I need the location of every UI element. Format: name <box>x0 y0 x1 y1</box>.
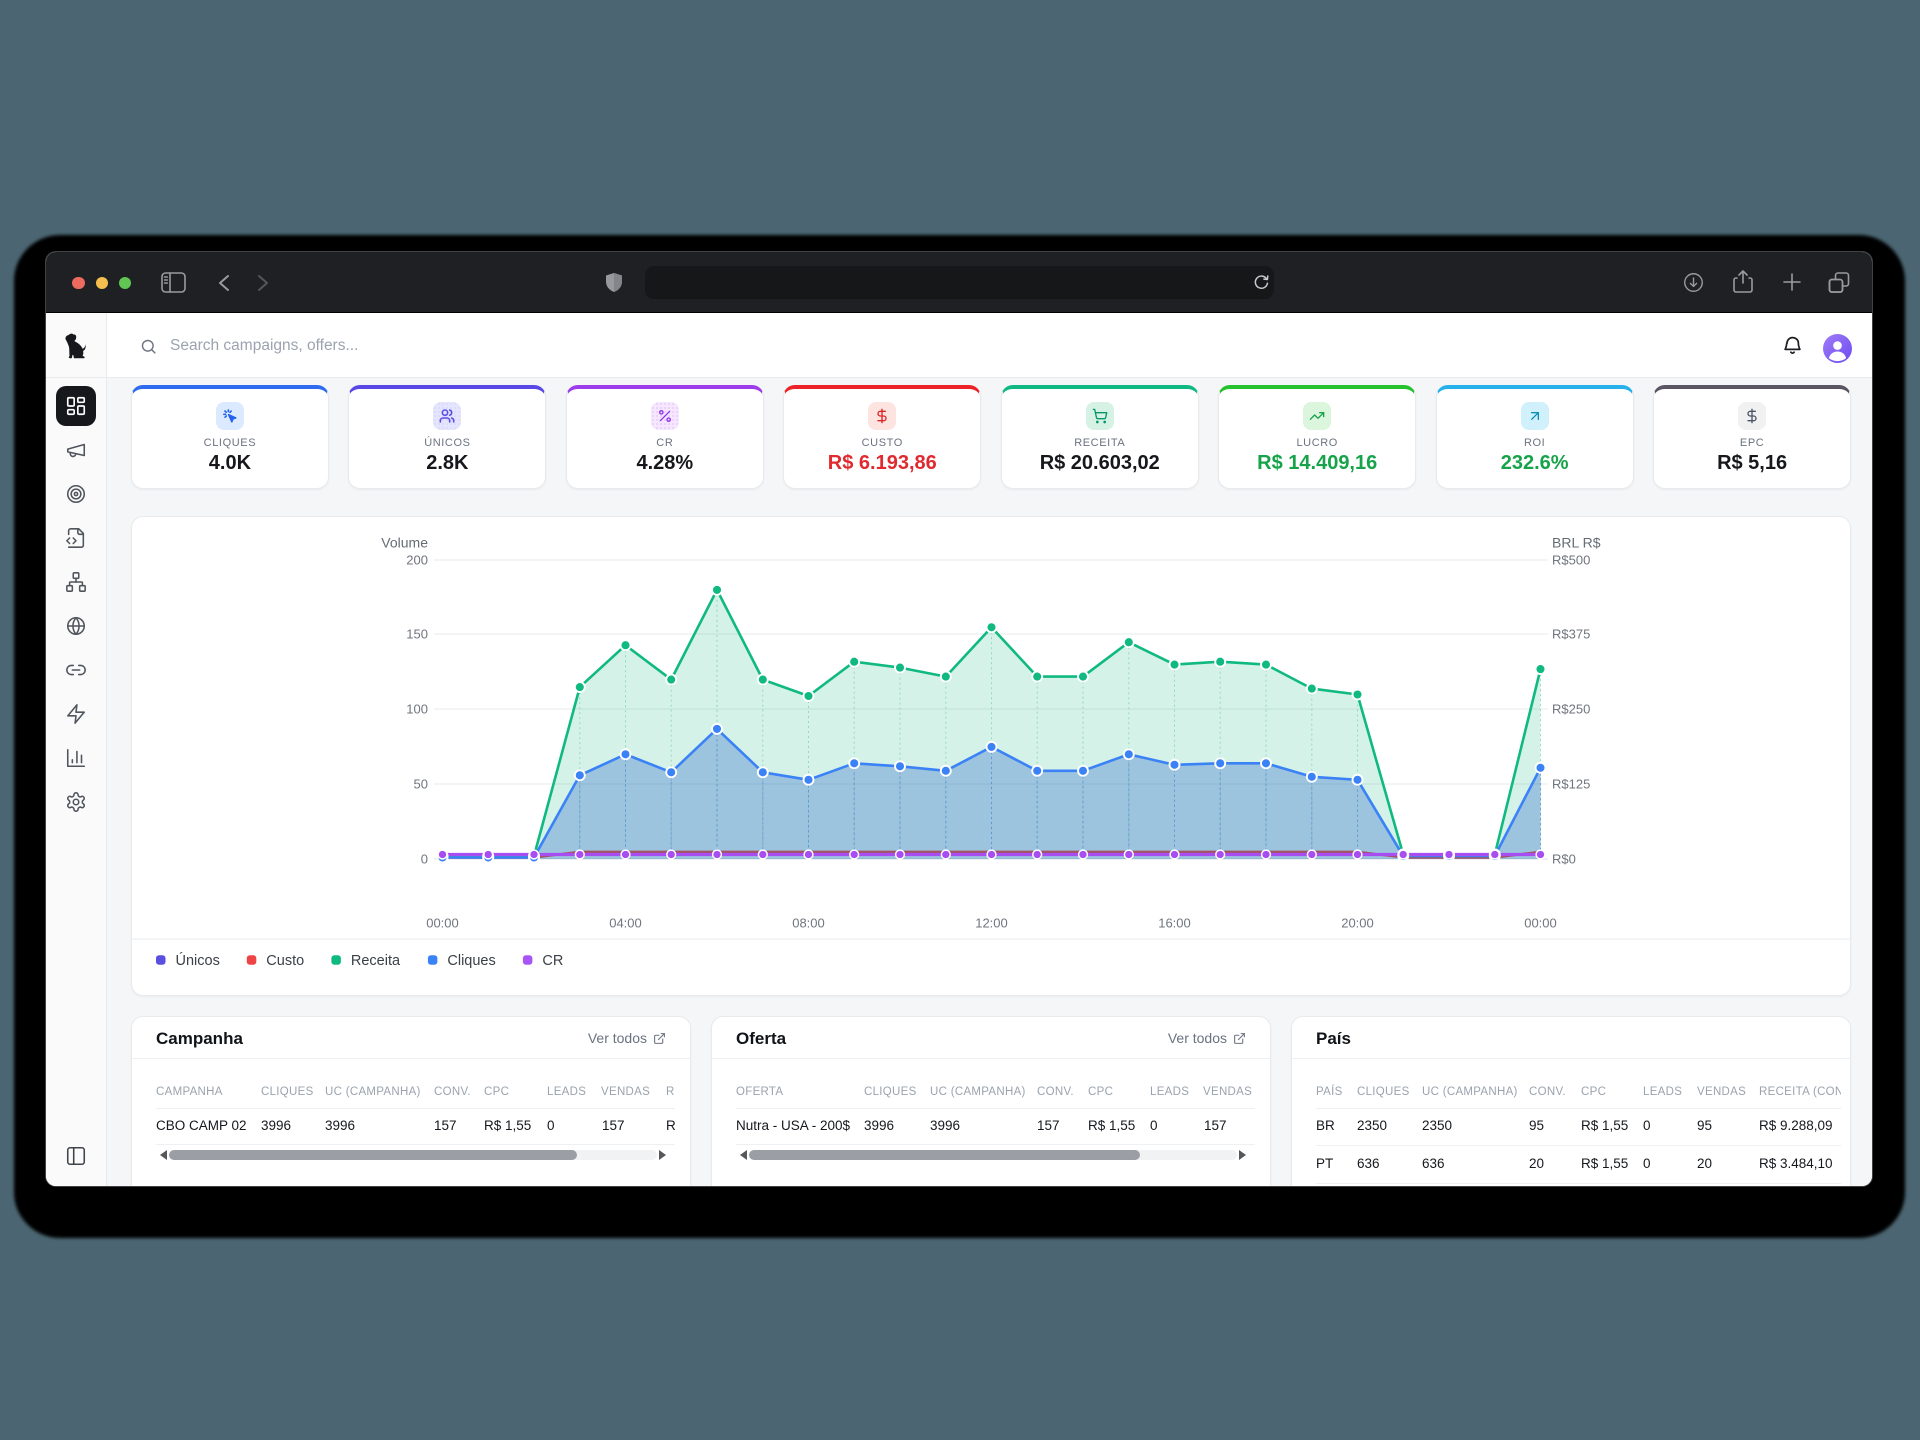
svg-text:08:00: 08:00 <box>792 916 825 931</box>
svg-text:R$250: R$250 <box>1552 702 1590 717</box>
svg-text:100: 100 <box>406 702 428 717</box>
svg-text:04:00: 04:00 <box>609 916 642 931</box>
svg-text:16:00: 16:00 <box>1158 916 1191 931</box>
svg-text:0: 0 <box>421 852 428 867</box>
svg-text:Únicos: Únicos <box>176 952 220 969</box>
svg-text:BRL R$: BRL R$ <box>1552 535 1601 551</box>
svg-text:150: 150 <box>406 627 428 642</box>
svg-text:00:00: 00:00 <box>426 916 459 931</box>
svg-text:R$125: R$125 <box>1552 777 1590 792</box>
svg-text:R$500: R$500 <box>1552 553 1590 568</box>
svg-text:Receita: Receita <box>351 953 401 969</box>
svg-text:00:00: 00:00 <box>1524 916 1557 931</box>
svg-text:12:00: 12:00 <box>975 916 1008 931</box>
svg-text:R$0: R$0 <box>1552 852 1576 867</box>
svg-text:200: 200 <box>406 553 428 568</box>
svg-text:50: 50 <box>414 777 428 792</box>
svg-text:20:00: 20:00 <box>1341 916 1374 931</box>
svg-text:Cliques: Cliques <box>447 953 495 969</box>
svg-text:R$375: R$375 <box>1552 627 1590 642</box>
svg-text:Custo: Custo <box>266 953 304 969</box>
svg-text:Volume: Volume <box>381 535 428 551</box>
svg-text:CR: CR <box>542 953 563 969</box>
